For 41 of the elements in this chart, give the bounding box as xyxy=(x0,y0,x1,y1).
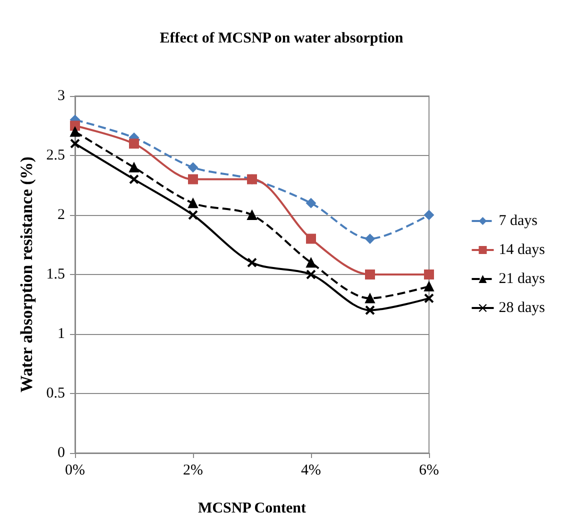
point xyxy=(424,281,434,292)
x-tick-label: 4% xyxy=(301,462,321,478)
point xyxy=(70,126,80,137)
legend-label: 21 days xyxy=(498,271,546,287)
point xyxy=(424,294,434,303)
y-tick-label: 2 xyxy=(58,207,65,223)
y-tick-label: 0.5 xyxy=(46,386,65,402)
y-tick-label: 0 xyxy=(58,445,65,461)
y-tick-label: 1.5 xyxy=(46,266,65,282)
y-tick-label: 2.5 xyxy=(46,148,65,164)
point xyxy=(306,270,316,279)
point xyxy=(129,162,139,172)
point xyxy=(188,198,198,208)
point xyxy=(306,258,316,268)
y-tick-label: 3 xyxy=(58,88,65,104)
point xyxy=(70,139,80,148)
legend-label: 7 days xyxy=(498,213,538,229)
point xyxy=(306,234,316,244)
point xyxy=(306,198,316,208)
point xyxy=(365,293,375,304)
y-tick-label: 1 xyxy=(58,326,65,342)
y-axis-title: Water absorption resistance (%) xyxy=(17,156,36,392)
point xyxy=(247,210,257,220)
x-tick-label: 6% xyxy=(419,462,439,478)
x-axis-title: MCSNP Content xyxy=(198,500,306,516)
point xyxy=(188,174,198,184)
x-tick-label: 0% xyxy=(65,462,85,478)
point xyxy=(248,258,256,268)
chart-title: Effect of MCSNP on water absorption xyxy=(160,30,404,46)
point xyxy=(366,306,374,315)
legend-label: 14 days xyxy=(498,242,546,258)
point xyxy=(365,270,375,280)
legend-label: 28 days xyxy=(498,300,546,316)
point xyxy=(365,234,375,244)
point xyxy=(130,174,138,184)
point xyxy=(188,162,198,172)
point xyxy=(424,210,434,220)
point xyxy=(188,210,198,220)
x-tick-label: 2% xyxy=(183,462,203,478)
point xyxy=(129,138,139,149)
point xyxy=(424,270,434,280)
